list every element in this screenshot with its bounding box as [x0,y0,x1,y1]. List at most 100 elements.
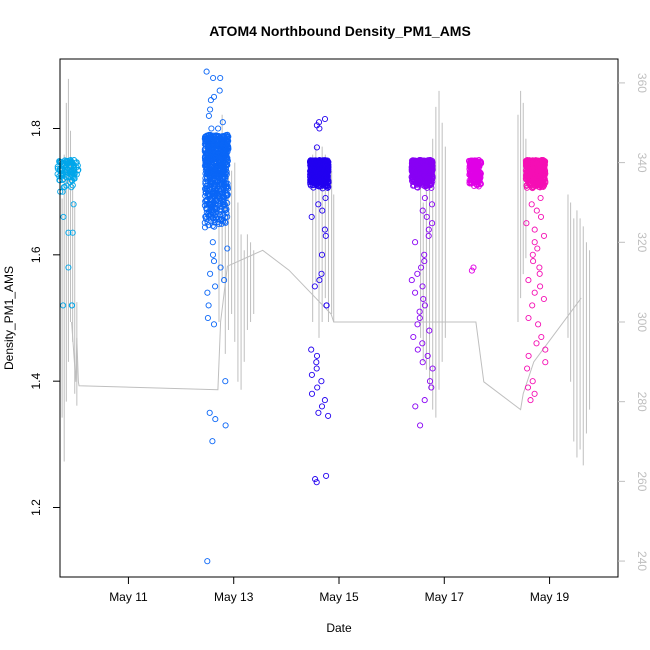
data-point [475,161,482,168]
data-point [429,178,436,185]
data-point [222,173,229,180]
data-point [205,135,212,142]
data-point [210,93,218,100]
data-point [539,180,546,187]
data-point [322,160,329,167]
data-point [409,176,416,183]
data-point [323,173,330,181]
x-axis-label: Date [326,621,352,635]
data-point [208,181,215,188]
data-point [523,220,530,227]
data-point [535,158,542,165]
plot-frame [59,58,619,578]
data-point [215,219,222,226]
data-point [205,112,212,119]
data-point [421,251,428,258]
data-point [318,270,325,277]
data-point [420,165,427,172]
data-point [524,171,531,178]
data-point [68,302,75,309]
data-point [429,365,436,372]
data-point [426,167,433,175]
data-point [209,251,217,258]
data-point [312,476,319,483]
data-point [416,314,423,322]
data-point [540,295,547,303]
data-point [524,173,531,180]
data-point [419,171,426,179]
data-point [417,422,424,429]
data-point [308,390,316,397]
data-point [205,191,212,198]
data-point [325,412,332,419]
data-point [470,173,478,181]
data-point [525,352,532,359]
data-point [313,479,320,486]
data-point [203,201,210,208]
data-point [207,174,214,181]
data-point [309,181,316,188]
data-point [525,314,532,322]
data-point [66,157,73,164]
data-point [420,295,427,303]
data-point [68,184,75,191]
data-point [410,333,417,341]
data-point [534,245,541,252]
data-point [210,74,217,82]
data-point [308,213,315,220]
data-point [528,173,535,181]
data-point [429,158,436,165]
data-point [222,207,229,214]
data-point [207,97,214,104]
data-point [311,178,318,185]
data-point [212,186,219,193]
data-point [426,327,433,334]
data-point [201,146,208,153]
data-point [56,159,63,166]
y-tick-label: 1.4 [29,373,43,390]
data-point [210,199,217,207]
data-point [537,194,544,202]
data-point [467,160,474,167]
data-point [414,321,421,328]
data-point [71,169,78,176]
data-point [429,220,436,227]
data-point [314,384,321,391]
data-point [536,264,543,271]
data-point [201,224,209,231]
data-point [472,169,479,176]
data-point [224,245,231,252]
data-point [224,192,231,199]
data-point [419,359,426,366]
data-point [533,340,540,347]
temperature-line [71,249,582,411]
data-point [222,378,229,385]
data-point [219,119,226,126]
data-point [321,397,328,404]
data-point [217,264,224,271]
data-point [471,182,478,190]
data-point [468,267,475,274]
scatter-points-layer [54,68,549,565]
data-point [215,147,222,154]
data-point [524,384,532,391]
data-point [412,239,419,246]
data-point [209,143,216,150]
data-point [318,251,326,258]
data-point [209,167,216,174]
data-point [468,161,475,168]
x-tick-label: May 19 [530,590,570,604]
data-point [311,283,318,290]
data-point [210,258,218,265]
data-point [60,213,67,220]
data-point [212,416,219,423]
data-point [540,232,548,239]
data-point [525,164,532,171]
data-point [426,378,434,385]
data-point [425,226,432,233]
data-point [209,239,216,246]
data-point [221,218,228,225]
y-tick-label: 1.8 [29,120,43,137]
data-point [215,125,222,132]
data-point [423,213,430,220]
